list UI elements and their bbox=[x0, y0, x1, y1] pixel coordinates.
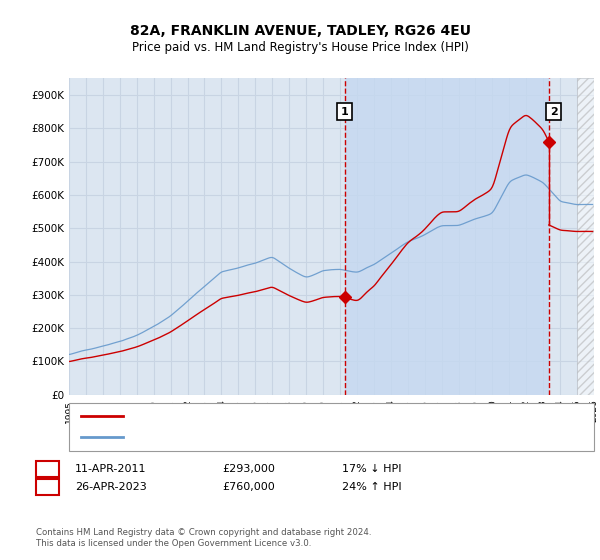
Bar bbox=[577, 78, 594, 395]
Text: HPI: Average price, detached house, Basingstoke and Deane: HPI: Average price, detached house, Basi… bbox=[129, 432, 445, 442]
Text: £760,000: £760,000 bbox=[222, 482, 275, 492]
Text: 82A, FRANKLIN AVENUE, TADLEY, RG26 4EU (detached house): 82A, FRANKLIN AVENUE, TADLEY, RG26 4EU (… bbox=[129, 410, 452, 421]
Text: 26-APR-2023: 26-APR-2023 bbox=[75, 482, 147, 492]
Text: 1: 1 bbox=[341, 107, 349, 116]
Text: Contains HM Land Registry data © Crown copyright and database right 2024.
This d: Contains HM Land Registry data © Crown c… bbox=[36, 528, 371, 548]
Text: 1: 1 bbox=[43, 462, 52, 475]
Text: 24% ↑ HPI: 24% ↑ HPI bbox=[342, 482, 401, 492]
Text: 82A, FRANKLIN AVENUE, TADLEY, RG26 4EU: 82A, FRANKLIN AVENUE, TADLEY, RG26 4EU bbox=[130, 24, 470, 38]
Text: Price paid vs. HM Land Registry's House Price Index (HPI): Price paid vs. HM Land Registry's House … bbox=[131, 41, 469, 54]
Bar bbox=[344, 78, 548, 395]
Text: 17% ↓ HPI: 17% ↓ HPI bbox=[342, 464, 401, 474]
Text: 2: 2 bbox=[550, 107, 557, 116]
Text: 2: 2 bbox=[43, 480, 52, 494]
Text: £293,000: £293,000 bbox=[222, 464, 275, 474]
Text: 11-APR-2011: 11-APR-2011 bbox=[75, 464, 146, 474]
